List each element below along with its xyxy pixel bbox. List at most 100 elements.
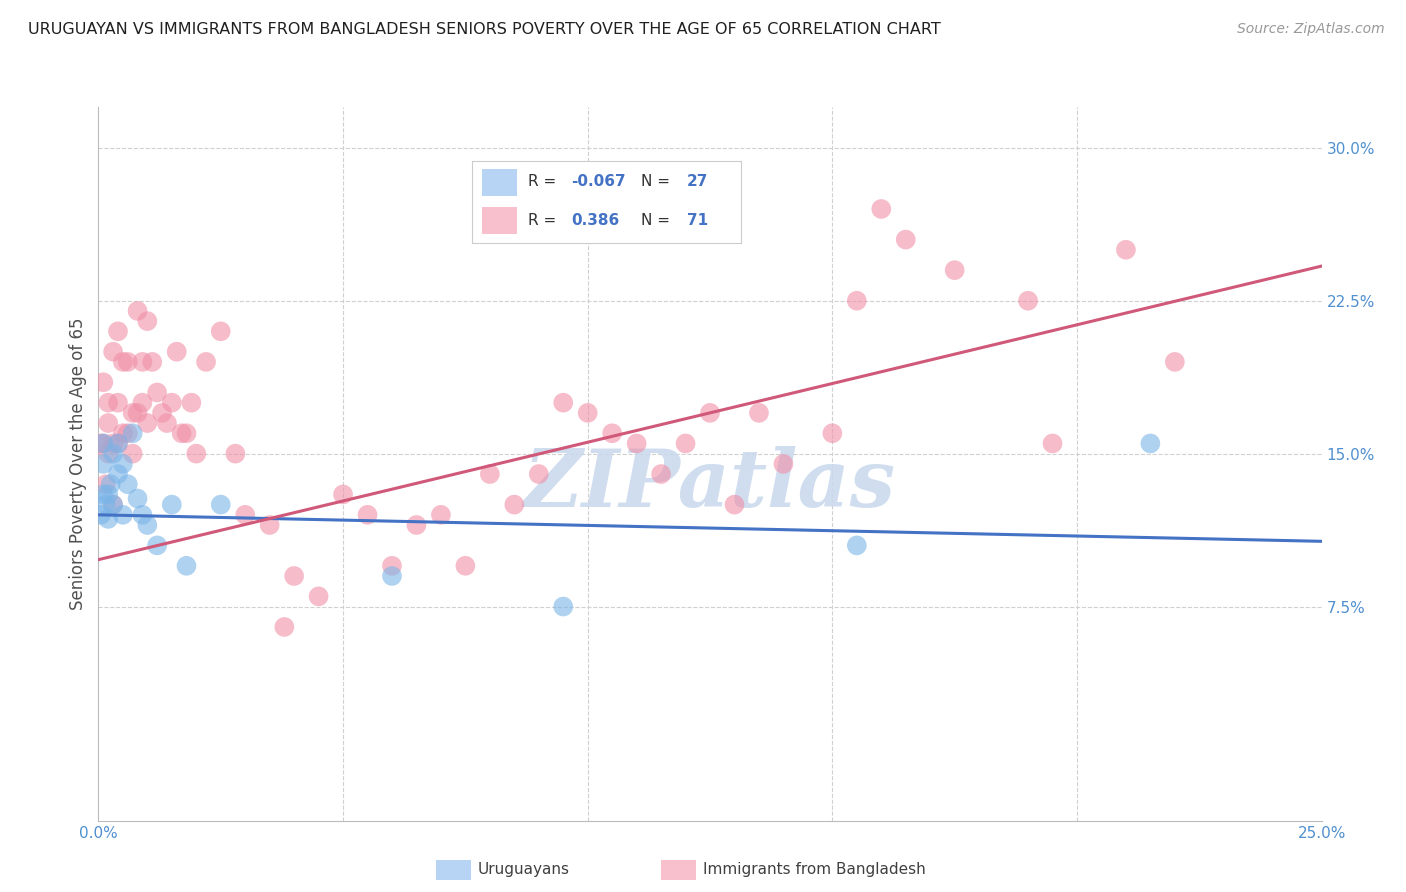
Point xyxy=(553,395,575,409)
Point xyxy=(131,355,153,369)
Point xyxy=(553,599,575,614)
Point xyxy=(150,406,173,420)
Point xyxy=(100,477,122,491)
Point xyxy=(101,436,124,450)
Point xyxy=(101,498,124,512)
Point xyxy=(101,344,124,359)
Point xyxy=(381,569,404,583)
Text: N =: N = xyxy=(641,175,675,189)
Point xyxy=(870,202,893,216)
Point xyxy=(127,304,149,318)
Text: Source: ZipAtlas.com: Source: ZipAtlas.com xyxy=(1237,22,1385,37)
FancyBboxPatch shape xyxy=(482,207,517,235)
Point xyxy=(94,498,117,512)
Point xyxy=(156,416,179,430)
Point xyxy=(332,487,354,501)
Point xyxy=(1017,293,1039,308)
Point xyxy=(97,447,120,461)
Point xyxy=(273,620,295,634)
Text: 0.386: 0.386 xyxy=(571,213,619,228)
Point xyxy=(894,233,917,247)
Point xyxy=(107,436,129,450)
Point xyxy=(160,395,183,409)
Point xyxy=(121,406,143,420)
Point xyxy=(107,324,129,338)
Point xyxy=(943,263,966,277)
Text: URUGUAYAN VS IMMIGRANTS FROM BANGLADESH SENIORS POVERTY OVER THE AGE OF 65 CORRE: URUGUAYAN VS IMMIGRANTS FROM BANGLADESH … xyxy=(28,22,941,37)
Point xyxy=(381,558,404,573)
Point xyxy=(430,508,453,522)
Point xyxy=(97,487,120,501)
Point xyxy=(454,558,477,573)
Point xyxy=(131,395,153,409)
Point xyxy=(117,355,139,369)
Point xyxy=(600,426,623,441)
Point xyxy=(233,508,256,522)
Point xyxy=(107,436,129,450)
Point xyxy=(1042,436,1064,450)
Text: 27: 27 xyxy=(686,175,709,189)
Point xyxy=(209,498,232,512)
Point xyxy=(97,512,120,526)
Point xyxy=(91,376,114,390)
Point xyxy=(1115,243,1137,257)
FancyBboxPatch shape xyxy=(482,169,517,196)
Point xyxy=(845,293,868,308)
Point xyxy=(1139,436,1161,450)
Point xyxy=(136,518,159,533)
Point xyxy=(90,508,112,522)
Point xyxy=(176,426,198,441)
Point xyxy=(356,508,378,522)
Point xyxy=(527,467,550,481)
Point xyxy=(91,457,114,471)
Point xyxy=(478,467,501,481)
Point xyxy=(180,395,202,409)
Text: ZIPatlas: ZIPatlas xyxy=(524,447,896,524)
Point xyxy=(141,355,163,369)
Point xyxy=(170,426,193,441)
Point xyxy=(121,447,143,461)
Point xyxy=(503,498,526,512)
Y-axis label: Seniors Poverty Over the Age of 65: Seniors Poverty Over the Age of 65 xyxy=(69,318,87,610)
Point xyxy=(101,447,124,461)
Text: Uruguayans: Uruguayans xyxy=(478,863,569,877)
Point xyxy=(626,436,648,450)
Point xyxy=(91,436,114,450)
Text: 71: 71 xyxy=(686,213,707,228)
Text: N =: N = xyxy=(641,213,675,228)
Point xyxy=(1164,355,1187,369)
Point xyxy=(107,395,129,409)
Point xyxy=(91,436,114,450)
Point xyxy=(259,518,281,533)
Point xyxy=(146,385,169,400)
Point xyxy=(308,590,330,604)
Text: Immigrants from Bangladesh: Immigrants from Bangladesh xyxy=(703,863,925,877)
Point xyxy=(195,355,218,369)
Point xyxy=(97,416,120,430)
Point xyxy=(101,498,124,512)
Point xyxy=(146,538,169,552)
Point xyxy=(111,355,134,369)
Text: R =: R = xyxy=(529,175,561,189)
Point xyxy=(136,314,159,328)
Point xyxy=(107,467,129,481)
Text: -0.067: -0.067 xyxy=(571,175,626,189)
Point xyxy=(160,498,183,512)
Point xyxy=(117,426,139,441)
Point xyxy=(821,426,844,441)
Point xyxy=(209,324,232,338)
Point xyxy=(127,406,149,420)
Point xyxy=(127,491,149,506)
Point xyxy=(166,344,188,359)
Point xyxy=(136,416,159,430)
Point xyxy=(90,436,112,450)
Point xyxy=(224,447,246,461)
Point xyxy=(176,558,198,573)
Point xyxy=(94,477,117,491)
Point xyxy=(121,426,143,441)
Point xyxy=(723,498,745,512)
Point xyxy=(675,436,697,450)
Point xyxy=(111,457,134,471)
Point xyxy=(576,406,599,420)
Point xyxy=(699,406,721,420)
